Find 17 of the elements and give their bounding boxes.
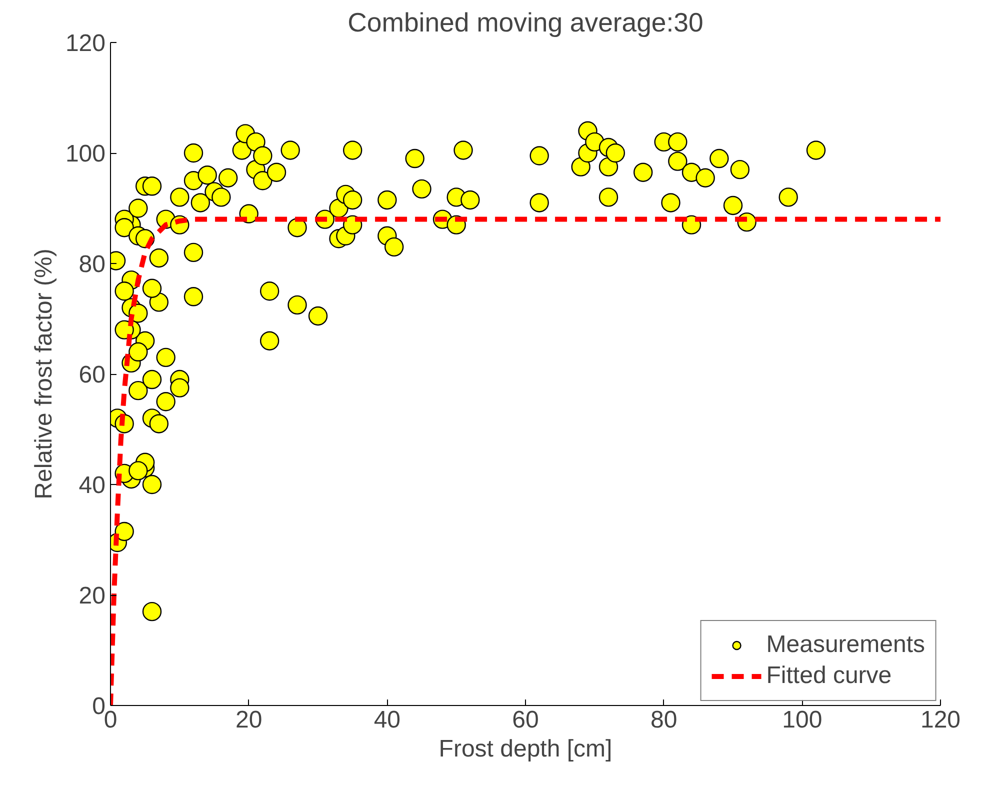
x-tick-label: 20: [235, 706, 262, 734]
x-axis-title: Frost depth [cm]: [438, 736, 612, 762]
y-axis-title: Relative frost factor (%): [30, 248, 58, 500]
chart-title: Combined moving average:30: [348, 8, 704, 38]
x-tick-label: 100: [782, 706, 822, 734]
x-tick-label: 40: [374, 706, 401, 734]
y-tick-label: 60: [78, 362, 106, 388]
x-tick-label: 60: [512, 706, 539, 734]
x-tick-label: 80: [650, 706, 678, 734]
y-tick-label: 20: [78, 582, 106, 610]
y-tick-label: 120: [65, 30, 106, 57]
legend-label: Fitted curve: [766, 662, 892, 690]
y-tick-label: 40: [78, 472, 106, 499]
x-tick-label: 120: [920, 706, 961, 734]
y-tick-label: 80: [78, 251, 106, 278]
y-tick-label: 100: [65, 140, 106, 168]
legend-label: Measurements: [766, 631, 925, 659]
